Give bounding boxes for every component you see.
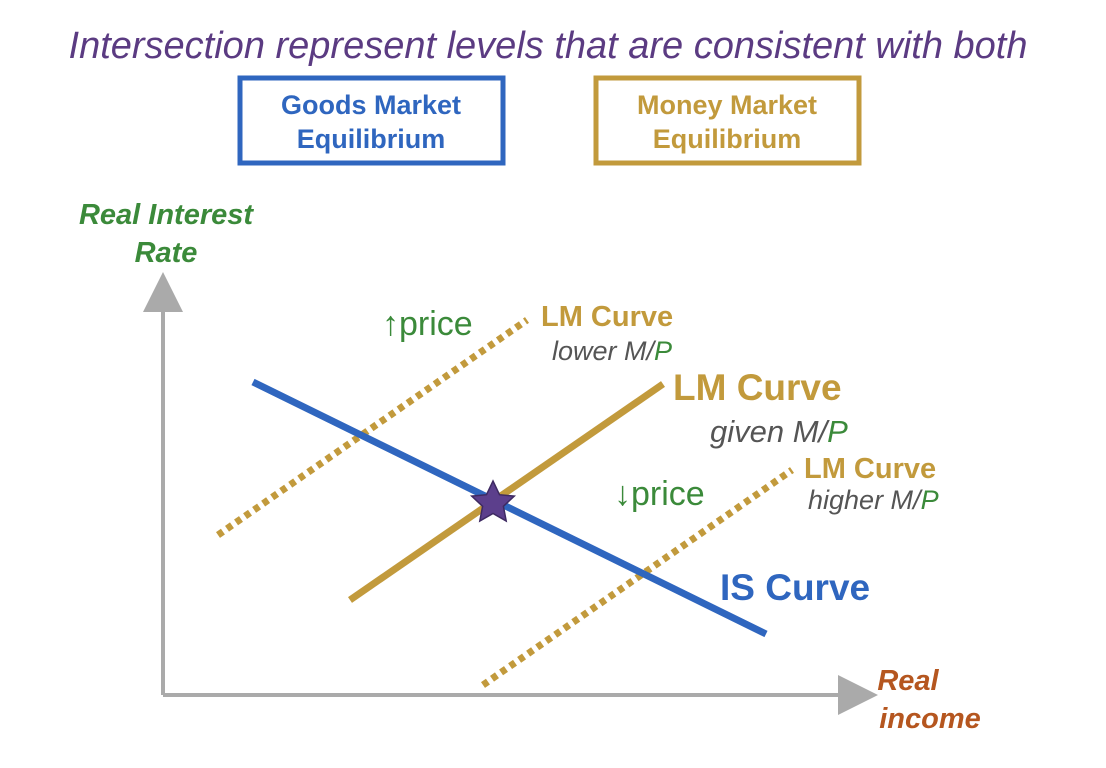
star-icon <box>469 479 517 523</box>
x-axis-label-line2: income <box>879 703 981 735</box>
svg-text:given M/P: given M/P <box>710 414 848 449</box>
is-curve-label: IS Curve <box>720 567 870 608</box>
lm-curve-lower-sub: lower M/ <box>552 336 657 366</box>
goods-market-line2: Equilibrium <box>297 124 446 154</box>
lm-curve-higher-sub-p: P <box>921 485 939 515</box>
lm-curve-given-sub: given M/ <box>710 414 831 449</box>
y-axis-label-line1: Real Interest <box>79 199 254 231</box>
down-arrow-icon: ↓ <box>614 475 631 513</box>
price-up-text: price <box>399 305 473 343</box>
lm-curve-lower-label: LM Curve lower M/P <box>541 301 673 366</box>
goods-market-line1: Goods Market <box>281 90 461 120</box>
goods-market-box-frame <box>237 75 506 166</box>
lm-curve-higher-sub: higher M/ <box>808 485 923 515</box>
svg-text:higher M/P: higher M/P <box>808 485 939 515</box>
price-down-text: price <box>631 475 705 513</box>
lm-curve-given-sub-p: P <box>827 414 848 449</box>
up-arrow-icon: ↑ <box>382 305 399 343</box>
lm-curve-higher-title: LM Curve <box>804 453 936 485</box>
money-market-box-frame <box>593 75 862 166</box>
svg-text:lower M/P: lower M/P <box>552 336 672 366</box>
money-market-line2: Equilibrium <box>653 124 802 154</box>
x-axis-label-line1: Real <box>877 665 939 697</box>
svg-text:↑price: ↑price <box>382 305 473 343</box>
price-up-label: ↑price <box>382 305 473 343</box>
lm-curve-lower-sub-p: P <box>654 336 672 366</box>
headline: Intersection represent levels that are c… <box>69 25 1028 67</box>
lm-curve-given-label: LM Curve given M/P <box>673 367 848 449</box>
lm-curve-given-line <box>348 381 665 603</box>
goods-market-box: Goods Market Equilibrium <box>237 75 506 166</box>
money-market-line1: Money Market <box>637 90 817 120</box>
svg-text:↓price: ↓price <box>614 475 705 513</box>
lm-curve-higher-label: LM Curve higher M/P <box>804 453 939 515</box>
lm-curve-lower-title: LM Curve <box>541 301 673 333</box>
lm-curve-given-title: LM Curve <box>673 367 842 408</box>
y-axis-label-line2: Rate <box>135 237 198 269</box>
lm-curve-higher-line <box>481 467 794 688</box>
price-down-label: ↓price <box>614 475 705 513</box>
lm-curve-lower-line <box>216 317 529 538</box>
money-market-box: Money Market Equilibrium <box>593 75 862 166</box>
is-curve-line <box>251 378 768 638</box>
